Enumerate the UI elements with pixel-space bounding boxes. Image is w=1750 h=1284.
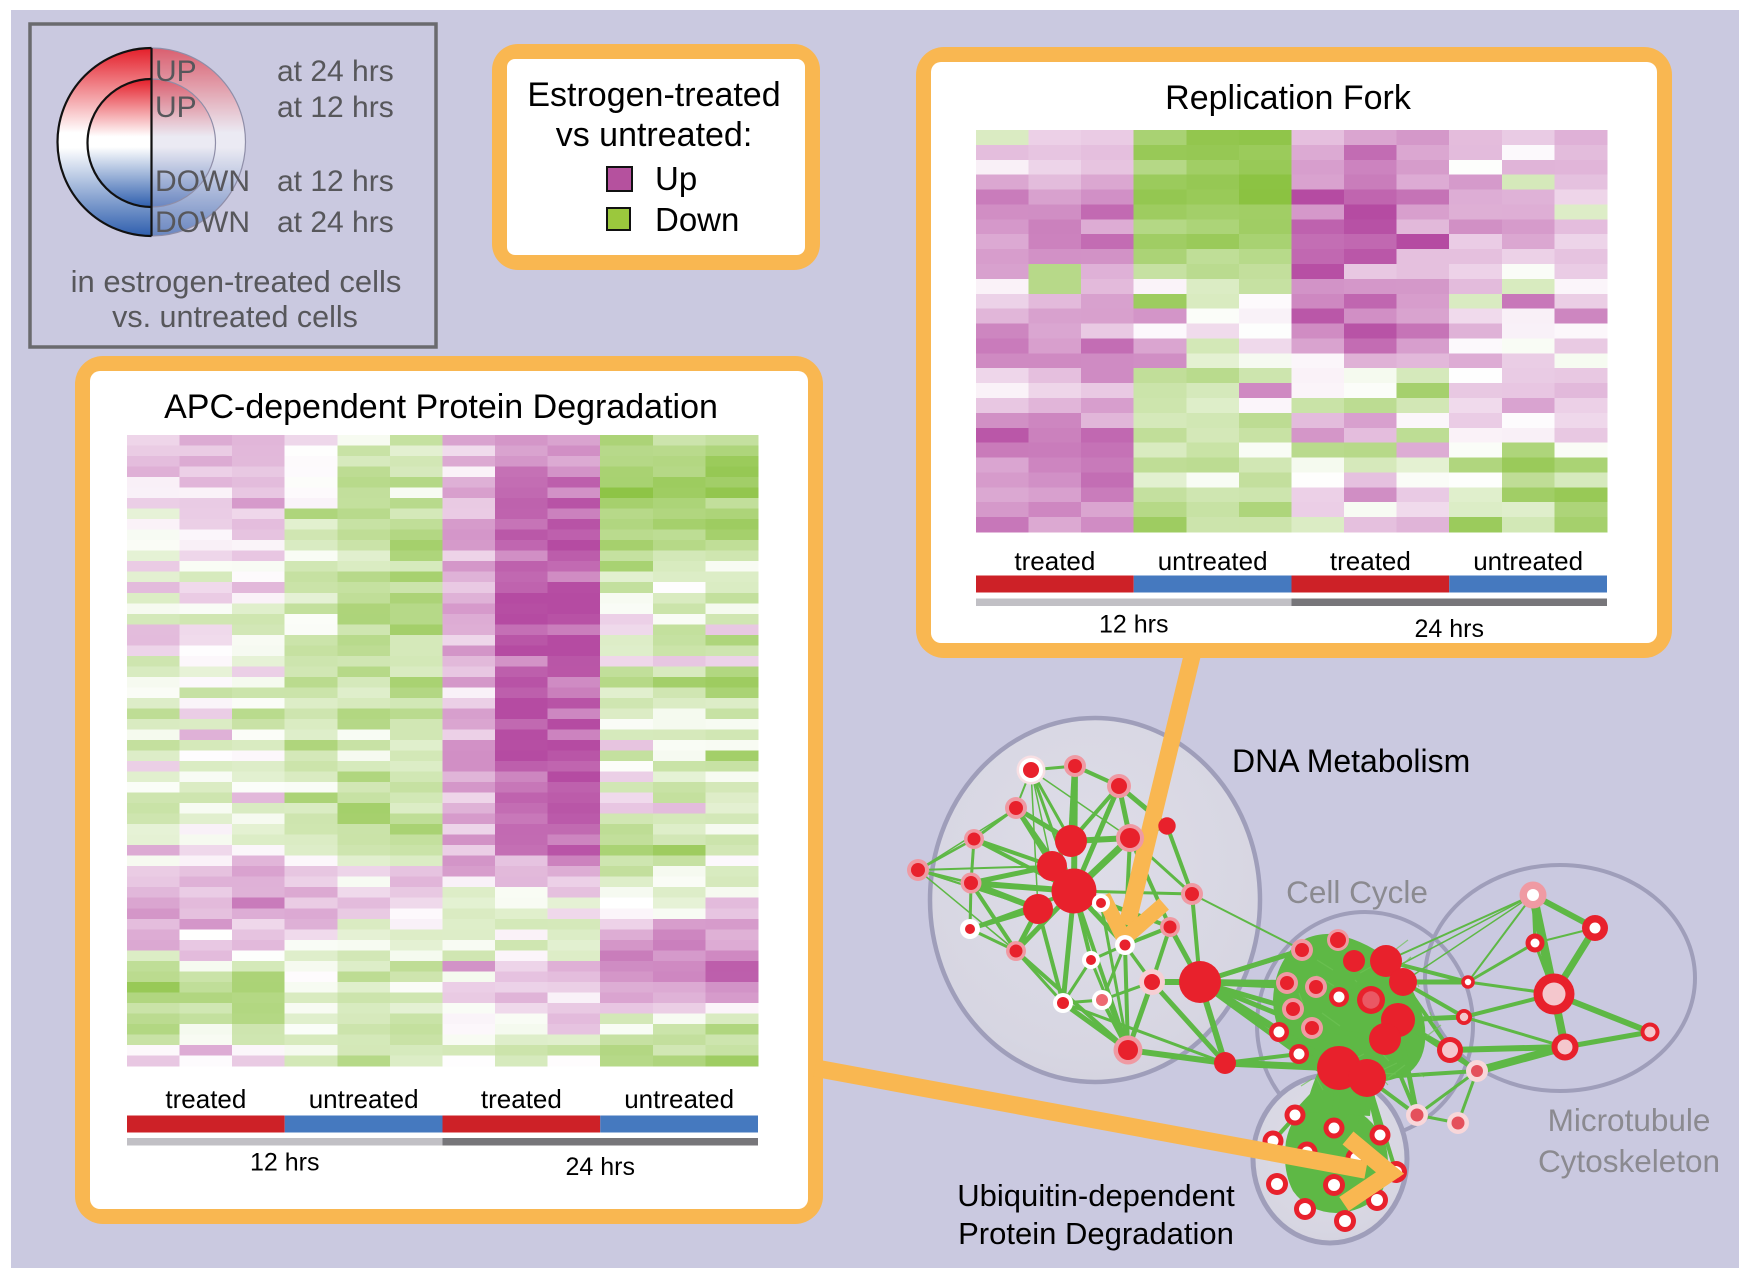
svg-text:treated: treated	[165, 1084, 246, 1114]
svg-text:Estrogen-treated: Estrogen-treated	[527, 76, 780, 114]
svg-text:vs untreated:: vs untreated:	[556, 116, 753, 154]
svg-text:APC-dependent Protein Degradat: APC-dependent Protein Degradation	[164, 388, 718, 426]
svg-text:Ubiquitin-dependent: Ubiquitin-dependent	[957, 1178, 1235, 1213]
svg-text:24 hrs: 24 hrs	[1415, 615, 1484, 643]
svg-text:in estrogen-treated cells: in estrogen-treated cells	[71, 264, 402, 299]
svg-text:at 12 hrs: at 12 hrs	[277, 91, 394, 124]
svg-text:at 12 hrs: at 12 hrs	[277, 165, 394, 198]
svg-text:Protein Degradation: Protein Degradation	[958, 1216, 1234, 1251]
svg-text:DOWN: DOWN	[155, 165, 250, 198]
svg-text:vs. untreated cells: vs. untreated cells	[112, 300, 358, 334]
svg-text:12 hrs: 12 hrs	[1099, 611, 1168, 639]
svg-text:untreated: untreated	[1473, 546, 1583, 576]
svg-text:24 hrs: 24 hrs	[566, 1153, 635, 1181]
svg-text:UP: UP	[155, 55, 197, 88]
svg-text:Down: Down	[655, 201, 739, 238]
svg-text:Cytoskeleton: Cytoskeleton	[1538, 1143, 1720, 1179]
svg-text:Up: Up	[655, 160, 697, 197]
svg-text:untreated: untreated	[309, 1084, 419, 1114]
svg-text:at 24 hrs: at 24 hrs	[277, 55, 394, 88]
svg-text:treated: treated	[481, 1084, 562, 1114]
svg-text:Microtubule: Microtubule	[1548, 1102, 1711, 1138]
svg-text:12 hrs: 12 hrs	[250, 1149, 319, 1177]
svg-text:DNA Metabolism: DNA Metabolism	[1232, 743, 1470, 779]
svg-text:treated: treated	[1014, 546, 1095, 576]
svg-text:UP: UP	[155, 91, 197, 124]
svg-text:at 24 hrs: at 24 hrs	[277, 206, 394, 239]
svg-text:Replication Fork: Replication Fork	[1165, 79, 1412, 117]
svg-text:DOWN: DOWN	[155, 206, 250, 239]
svg-text:untreated: untreated	[1158, 546, 1268, 576]
svg-text:treated: treated	[1330, 546, 1411, 576]
svg-text:untreated: untreated	[624, 1084, 734, 1114]
svg-text:Cell Cycle: Cell Cycle	[1286, 874, 1428, 910]
